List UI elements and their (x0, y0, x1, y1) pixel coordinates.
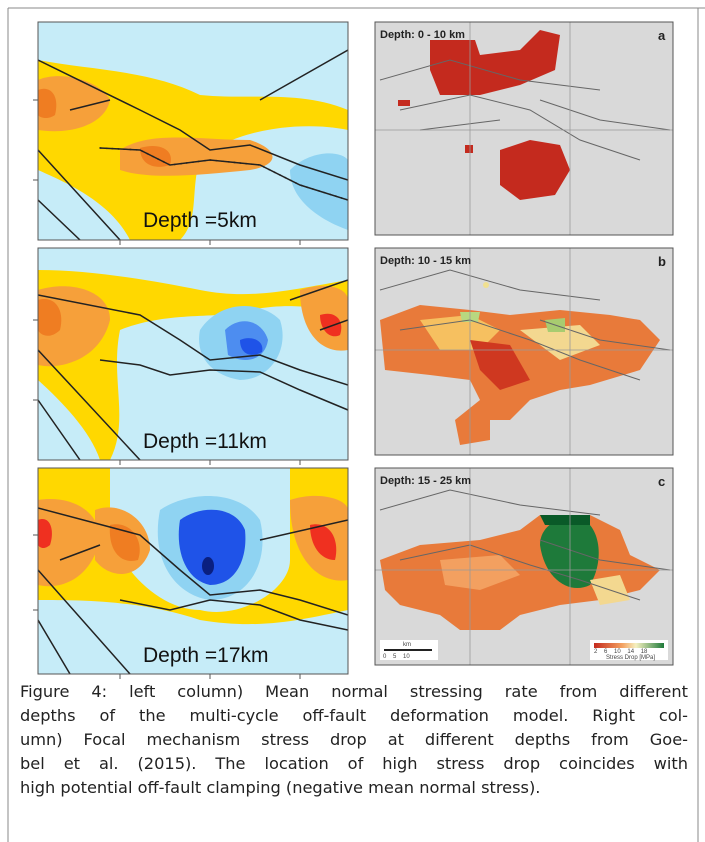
map-panel (375, 248, 673, 455)
panel-frame (374, 467, 674, 666)
caption-line: high potential off-fault clamping (negat… (20, 778, 541, 797)
depth-label: Depth: 0 - 10 km (380, 29, 465, 41)
colorbar-ticks: 2 6 10 14 18 (594, 649, 648, 655)
scale-ticks: 0 5 10 (383, 654, 410, 660)
depth-label: Depth =5km (143, 209, 257, 232)
depth-label: Depth: 15 - 25 km (380, 475, 471, 487)
caption-line: umn) Focal mechanism stress drop at diff… (20, 730, 688, 749)
caption-line: depths of the multi-cycle off-fault defo… (20, 706, 688, 725)
caption-line: bel et al. (2015). The location of high … (20, 754, 688, 773)
panel-letter: b (658, 254, 666, 269)
caption: Figure 4: left column) Mean normal stres… (20, 680, 688, 800)
map-panel (38, 248, 348, 460)
panel-frame (374, 21, 674, 236)
map-panel (38, 468, 348, 674)
panel-letter: a (658, 28, 666, 43)
map-panel (375, 468, 673, 665)
map-panel (38, 22, 348, 240)
colorbar-label: Stress Drop [MPa] (606, 655, 655, 661)
depth-label: Depth =11km (143, 430, 267, 453)
panel-letter: c (658, 474, 665, 489)
panel-frame (374, 247, 674, 456)
depth-label: Depth: 10 - 15 km (380, 255, 471, 267)
panel-frames (33, 21, 349, 679)
map-panel (375, 22, 673, 235)
scale-unit: km (403, 642, 411, 648)
depth-label: Depth =17km (143, 644, 269, 667)
caption-line: Figure 4: left column) Mean normal stres… (20, 682, 688, 701)
